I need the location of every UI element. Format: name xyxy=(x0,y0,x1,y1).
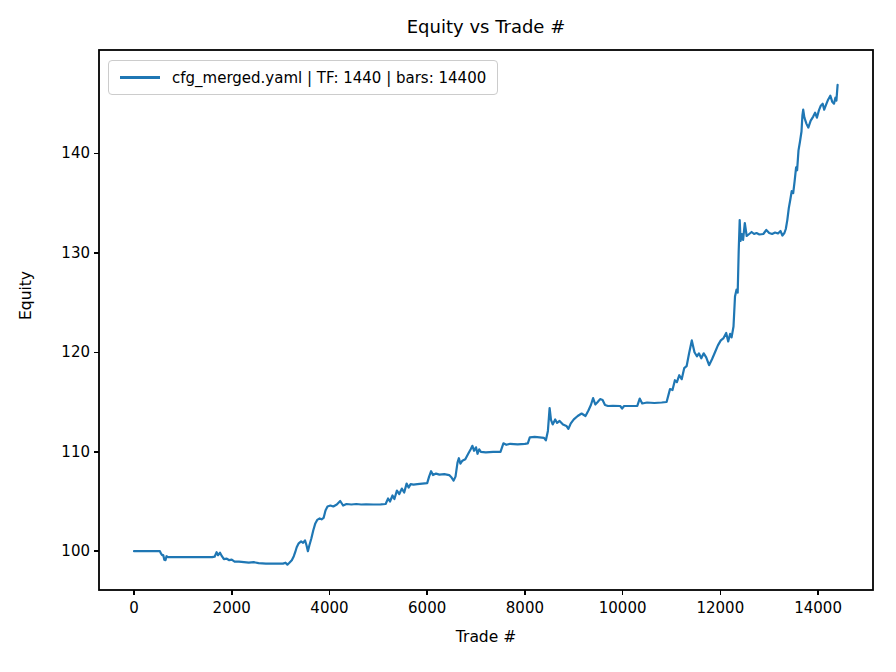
y-tick-label: 140 xyxy=(61,144,90,162)
legend-line-sample xyxy=(120,76,160,80)
x-tick-label: 12000 xyxy=(696,599,744,617)
x-tick-mark xyxy=(524,590,526,595)
y-tick-mark xyxy=(94,550,99,552)
axes-spines xyxy=(99,50,873,590)
x-tick-mark xyxy=(231,590,233,595)
figure: Equity vs Trade # Equity Trade # cfg_mer… xyxy=(0,0,896,672)
y-tick-label: 120 xyxy=(61,343,90,361)
x-tick-label: 0 xyxy=(129,599,139,617)
legend-label: cfg_merged.yaml | TF: 1440 | bars: 14400 xyxy=(172,69,486,87)
equity-line xyxy=(134,85,838,565)
x-tick-mark xyxy=(622,590,624,595)
x-tick-label: 14000 xyxy=(794,599,842,617)
x-tick-label: 4000 xyxy=(310,599,348,617)
y-tick-mark xyxy=(94,451,99,453)
x-tick-label: 8000 xyxy=(506,599,544,617)
x-tick-mark xyxy=(329,590,331,595)
plot-area: cfg_merged.yaml | TF: 1440 | bars: 14400 xyxy=(99,50,873,590)
x-tick-label: 2000 xyxy=(213,599,251,617)
x-tick-mark xyxy=(720,590,722,595)
y-tick-label: 100 xyxy=(61,542,90,560)
x-tick-label: 6000 xyxy=(408,599,446,617)
x-tick-mark xyxy=(817,590,819,595)
equity-line-chart xyxy=(99,50,873,590)
x-axis-label: Trade # xyxy=(99,628,873,646)
x-tick-mark xyxy=(133,590,135,595)
x-tick-mark xyxy=(426,590,428,595)
y-tick-mark xyxy=(94,153,99,155)
x-tick-label: 10000 xyxy=(599,599,647,617)
y-tick-mark xyxy=(94,252,99,254)
y-tick-label: 130 xyxy=(61,244,90,262)
y-tick-mark xyxy=(94,352,99,354)
y-tick-label: 110 xyxy=(61,443,90,461)
chart-title: Equity vs Trade # xyxy=(99,16,873,37)
legend: cfg_merged.yaml | TF: 1440 | bars: 14400 xyxy=(108,60,498,95)
